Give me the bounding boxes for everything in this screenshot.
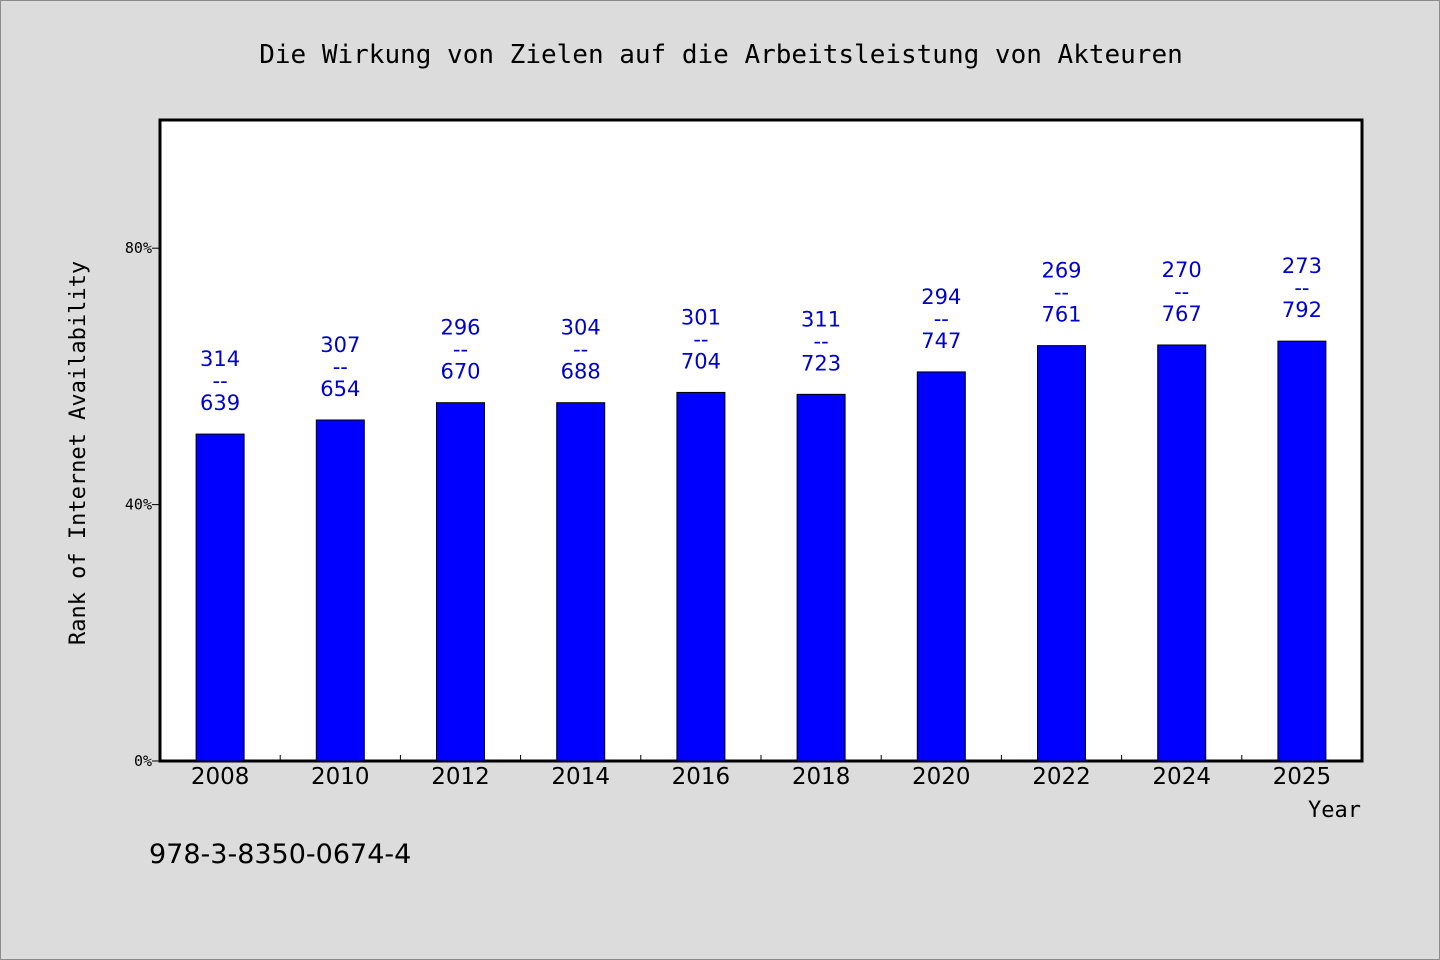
bar-2016 (676, 391, 726, 762)
chart-title: Die Wirkung von Zielen auf die Arbeitsle… (259, 40, 1183, 70)
y-tick-label: 80% (125, 239, 152, 257)
data-label-top: 307 (320, 333, 360, 357)
data-label-separator: -- (573, 338, 588, 362)
data-label-separator: -- (213, 369, 228, 393)
x-tick-label: 2020 (912, 764, 971, 790)
data-label-top: 304 (561, 316, 601, 340)
x-tick-label: 2014 (551, 764, 610, 790)
data-label-bottom: 747 (921, 329, 961, 353)
x-tick-label: 2012 (431, 764, 490, 790)
bar-2024 (1157, 344, 1207, 762)
x-tick-label: 2008 (191, 764, 250, 790)
x-axis-ticks: 2008 2010 2012 2014 2016 2018 2020 2022 2024 2025 (191, 755, 1331, 790)
isbn-text: 978-3-8350-0674-4 (149, 839, 411, 870)
bar-2012 (436, 402, 485, 762)
x-tick-label: 2018 (792, 764, 851, 790)
bar-2010 (315, 419, 365, 762)
y-tick-label: 0% (134, 752, 152, 770)
data-label-separator: -- (1174, 280, 1189, 304)
x-tick-label: 2016 (672, 764, 731, 790)
data-label-top: 294 (921, 285, 961, 309)
data-label-bottom: 761 (1041, 303, 1081, 327)
data-label-separator: -- (1054, 281, 1069, 305)
data-label-top: 296 (440, 316, 480, 340)
data-label-separator: -- (693, 327, 708, 351)
data-label-separator: -- (814, 329, 829, 353)
x-tick-label: 2022 (1032, 764, 1091, 790)
x-tick-label: 2025 (1273, 764, 1332, 790)
data-label-top: 314 (200, 347, 240, 371)
bars-group (195, 340, 1327, 762)
data-label-top: 270 (1162, 258, 1202, 282)
bar-2008 (195, 433, 245, 762)
bar-2025 (1277, 340, 1327, 762)
data-labels-group: 314--639307--654296--670304--688301--704… (200, 254, 1322, 415)
data-label-separator: -- (453, 338, 468, 362)
bar-2020 (916, 371, 966, 762)
data-label-separator: -- (333, 355, 348, 379)
x-axis-label: Year (1308, 798, 1361, 823)
data-label-bottom: 688 (561, 360, 601, 384)
data-label-bottom: 792 (1282, 298, 1322, 322)
data-label-separator: -- (934, 307, 949, 331)
bar-2018 (796, 393, 846, 762)
x-tick-label: 2024 (1152, 764, 1211, 790)
data-label-separator: -- (1294, 276, 1309, 300)
bar-2014 (556, 402, 606, 762)
data-label-bottom: 704 (681, 349, 721, 373)
data-label-bottom: 654 (320, 377, 360, 401)
data-label-top: 269 (1041, 259, 1081, 283)
data-label-bottom: 767 (1162, 302, 1202, 326)
y-axis-ticks: 0% 40% 80% (125, 239, 160, 770)
data-label-bottom: 670 (440, 360, 480, 384)
data-label-bottom: 723 (801, 351, 841, 375)
data-label-bottom: 639 (200, 391, 240, 415)
y-axis-label: Rank of Internet Availability (66, 261, 91, 645)
data-label-top: 301 (681, 305, 721, 329)
bar-2022 (1037, 345, 1086, 762)
data-label-top: 311 (801, 307, 841, 331)
data-label-top: 273 (1282, 254, 1322, 278)
x-tick-label: 2010 (311, 764, 370, 790)
y-tick-label: 40% (125, 496, 152, 514)
